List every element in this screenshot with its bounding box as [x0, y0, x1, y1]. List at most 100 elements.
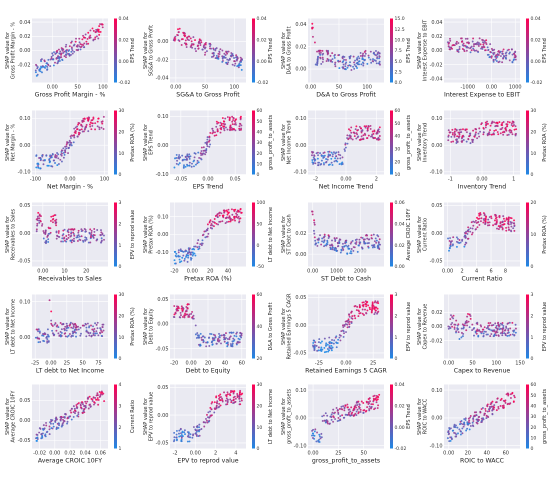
scatter-point [77, 411, 80, 414]
scatter-point [481, 330, 484, 333]
scatter-point [357, 63, 359, 66]
shap-panel-3: 0.00 50 100 0.00 0.02 0.04 D&A to Gross Profit… [278, 2, 415, 117]
scatter-point [221, 55, 224, 58]
scatter-point [323, 233, 326, 236]
x-tick-label: -0.05 [174, 177, 187, 183]
colorbar-tick-label: 40 [257, 129, 263, 135]
scatter-point [339, 339, 342, 342]
scatter-point [74, 412, 76, 415]
scatter-point [203, 44, 206, 47]
colorbar-tick-label: 0.04 [395, 382, 405, 388]
plot-area [170, 18, 246, 83]
scatter-point [369, 50, 372, 53]
scatter-point [38, 331, 41, 334]
colorbar-tick-label: 20 [257, 151, 263, 157]
scatter-point [37, 341, 40, 344]
colorbar-tick-label: 60 [395, 108, 401, 114]
scatter-point [510, 221, 513, 224]
scatter-point [472, 417, 475, 420]
scatter-point [188, 248, 191, 251]
scatter-point [509, 223, 512, 226]
scatter-point [343, 324, 346, 327]
x-axis-label: SG&A to Gross Profit [176, 92, 240, 99]
scatter-point [317, 346, 320, 349]
scatter-point [370, 237, 373, 239]
colorbar-tick-label: 30 [257, 140, 263, 146]
scatter-point [54, 156, 57, 159]
scatter-point [357, 405, 360, 408]
x-tick-label: 2 [461, 269, 464, 275]
scatter-point [332, 408, 335, 411]
scatter-point [510, 124, 513, 126]
scatter-point [220, 342, 222, 345]
scatter-point [98, 33, 101, 36]
scatter-point [35, 436, 38, 439]
scatter-point [340, 163, 343, 166]
scatter-point [480, 417, 483, 420]
scatter-point [35, 64, 38, 67]
scatter-point [366, 301, 369, 303]
scatter-point [367, 125, 370, 128]
x-tick-label: 6 [489, 269, 492, 275]
scatter-point [226, 116, 229, 118]
scatter-point [59, 334, 62, 336]
colorbar-tick-label: 10 [257, 161, 263, 167]
scatter-point [185, 256, 187, 258]
scatter-point [349, 242, 352, 245]
scatter-point [344, 413, 347, 416]
scatter-point [176, 159, 179, 162]
shap-panel-5: -100 0.00 100 0.10 0.00 -0.10 Net Margin - % SH… [2, 94, 139, 209]
scatter-point [346, 320, 349, 322]
scatter-point [326, 241, 329, 244]
scatter-point [96, 394, 99, 397]
scatter-point [344, 58, 347, 61]
x-tick-label: -1000 [460, 85, 475, 91]
scatter-point [54, 154, 57, 156]
scatter-point [39, 67, 42, 70]
scatter-point [458, 338, 461, 340]
scatter-point [328, 150, 331, 153]
scatter-point [172, 315, 175, 318]
scatter-point [335, 237, 338, 240]
scatter-point [202, 233, 205, 236]
scatter-point [372, 58, 374, 61]
shap-panel-19: 0.00 25 50 0.10 0.00 -0.10 gross_profit_to_ass… [278, 368, 415, 483]
scatter-point [344, 320, 347, 323]
shap-panel-13: -25 0.00 25 50 75 0.10 0.00 LT debt to Net Inco… [2, 278, 139, 393]
scatter-point [370, 407, 372, 410]
scatter-point [320, 348, 322, 351]
scatter-point [349, 414, 352, 417]
colorbar-tick-label: 0.00 [395, 264, 405, 270]
scatter-point [202, 152, 205, 155]
scatter-point [509, 393, 512, 396]
scatter-point [477, 45, 480, 47]
y-tick-label: 0.05 [431, 203, 442, 209]
scatter-point [59, 330, 62, 333]
scatter-point [468, 326, 471, 329]
scatter-point [85, 43, 88, 45]
scatter-point [43, 340, 46, 343]
scatter-point [346, 326, 349, 329]
scatter-point [336, 245, 339, 248]
scatter-point [362, 64, 365, 67]
scatter-point [91, 400, 94, 402]
scatter-point [214, 49, 217, 52]
scatter-point [316, 244, 319, 247]
y-tick-label: -0.05 [18, 259, 31, 265]
scatter-point [84, 33, 87, 36]
scatter-point [472, 420, 475, 422]
scatter-point [480, 122, 483, 125]
x-tick-label: 40 [225, 269, 231, 275]
scatter-point [449, 37, 451, 40]
scatter-point [311, 151, 314, 154]
scatter-point [513, 219, 515, 222]
scatter-point [356, 61, 359, 64]
scatter-point [456, 49, 459, 51]
x-tick-label: -2 [173, 451, 178, 457]
scatter-point [330, 157, 333, 160]
scatter-point [239, 389, 242, 392]
scatter-point [470, 233, 473, 236]
y-tick-label: 0.00 [295, 252, 306, 258]
scatter-point [466, 315, 469, 318]
scatter-point [36, 439, 38, 442]
